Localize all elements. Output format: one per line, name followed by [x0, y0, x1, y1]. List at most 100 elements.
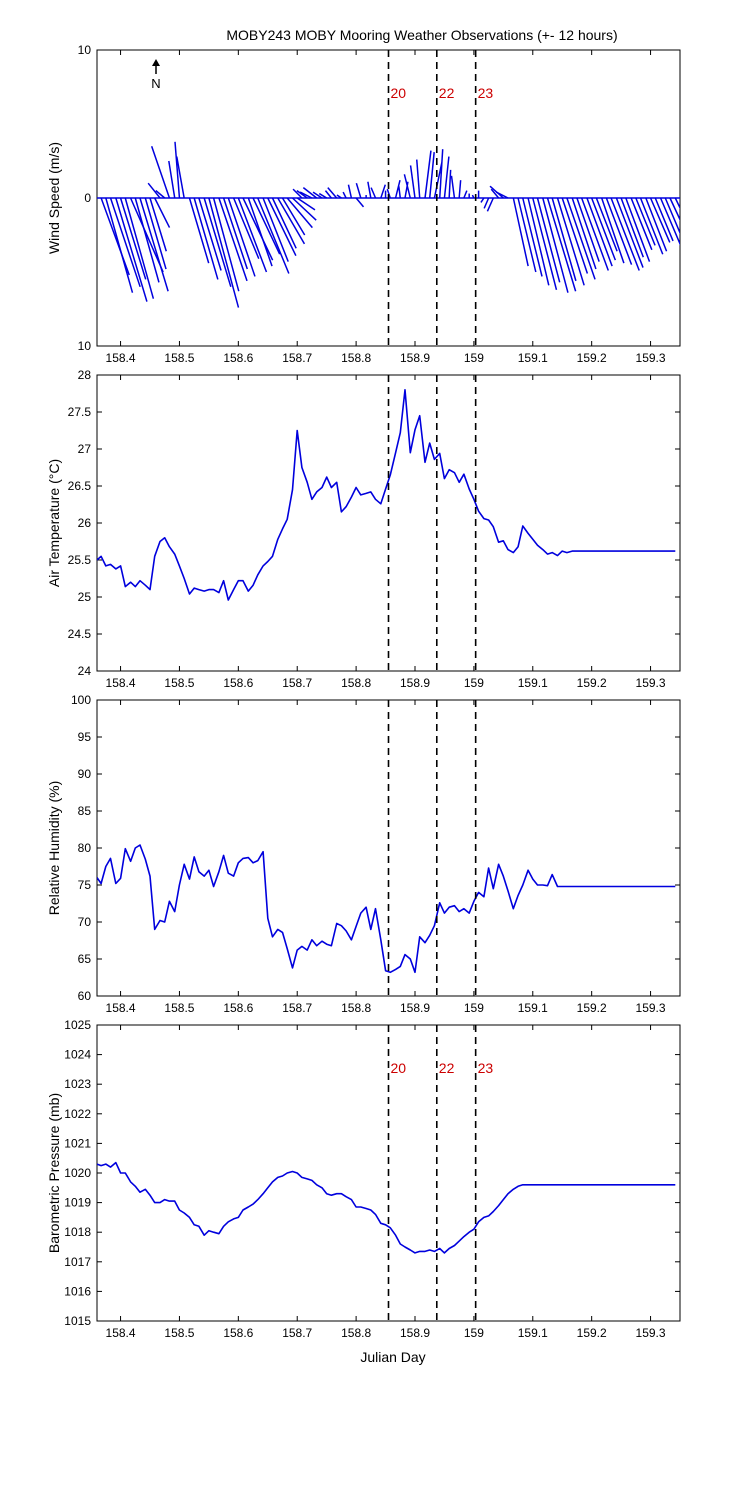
wind-vector-stick	[458, 180, 462, 199]
wind-vector-stick	[630, 197, 653, 251]
wind-vector-stick	[193, 197, 219, 280]
x-tick-label: 159	[464, 1001, 484, 1015]
y-tick-label: 1016	[64, 1284, 91, 1298]
wind-vector-stick	[277, 197, 306, 245]
y-axis-label: Wind Speed (m/s)	[46, 142, 62, 254]
y-tick-label: 0	[84, 191, 91, 205]
x-tick-label: 158.9	[400, 676, 430, 690]
wind-vector-stick	[355, 182, 362, 199]
wind-vector-stick	[147, 182, 161, 199]
series-line	[97, 844, 676, 974]
chart-panel-3: 158.4 158.5 158.6 158.7 158.8 158.9 159 159.1 15…	[46, 693, 681, 1015]
chart-panel-2: 158.4 158.5 158.6 158.7 158.8 158.9 159 159.1 15…	[46, 368, 681, 690]
x-tick-label: 159	[464, 676, 484, 690]
x-tick-label: 158.7	[282, 1326, 312, 1340]
wind-vector-stick	[448, 169, 452, 199]
wind-vector-stick	[635, 197, 656, 246]
wind-vector-stick	[679, 198, 680, 200]
y-tick-label: 1022	[64, 1107, 91, 1121]
wind-vector-stick	[486, 197, 495, 212]
wind-vector-stick	[247, 197, 273, 267]
wind-vector-stick	[566, 197, 596, 280]
x-tick-label: 158.7	[282, 1001, 312, 1015]
wind-vector-stick	[590, 197, 617, 261]
wind-vector-stick	[155, 190, 166, 199]
wind-vector-stick	[576, 197, 600, 262]
wind-vector-stick	[649, 197, 671, 243]
plot-area	[97, 844, 676, 974]
x-tick-label: 158.5	[164, 351, 194, 365]
wind-vector-stick	[669, 197, 680, 222]
wind-vector-stick	[600, 197, 625, 264]
wind-vector-stick	[403, 174, 412, 199]
wind-vector-stick	[296, 197, 316, 211]
plot-area	[97, 1161, 676, 1254]
wind-vector-stick	[257, 197, 290, 274]
wind-vector-stick	[347, 184, 353, 199]
wind-vector-stick	[149, 197, 167, 252]
y-tick-label: 24.5	[68, 627, 92, 641]
series-line	[97, 388, 676, 601]
x-tick-label: 159	[464, 351, 484, 365]
x-tick-label: 159.3	[636, 1001, 666, 1015]
x-tick-label: 158.6	[223, 351, 253, 365]
wind-vector-stick	[370, 187, 377, 199]
wind-vector-stick	[639, 197, 664, 255]
north-arrow-icon: N	[151, 59, 161, 91]
wind-vector-stick	[625, 197, 651, 262]
x-tick-label: 159.2	[577, 351, 607, 365]
x-tick-label: 158.8	[341, 1001, 371, 1015]
y-tick-label: 10	[78, 43, 92, 57]
event-label: 23	[478, 1060, 494, 1076]
x-tick-label: 158.9	[400, 1001, 430, 1015]
wind-vector-stick	[512, 197, 529, 267]
wind-vector-stick	[438, 149, 444, 199]
wind-vector-stick	[242, 197, 274, 261]
wind-vector-stick	[551, 197, 577, 282]
y-tick-label: 26.5	[68, 479, 92, 493]
wind-vector-stick	[480, 197, 485, 203]
y-tick-label: 1017	[64, 1255, 91, 1269]
wind-vector-stick	[586, 197, 613, 267]
x-tick-label: 159.2	[577, 1001, 607, 1015]
x-tick-label: 158.5	[164, 1326, 194, 1340]
x-tick-label: 158.6	[223, 676, 253, 690]
wind-vector-stick	[232, 197, 260, 259]
wind-vector-stick	[292, 188, 303, 199]
x-tick-label: 159.1	[518, 351, 548, 365]
y-tick-label: 25.5	[68, 553, 92, 567]
wind-vector-stick	[168, 160, 176, 199]
x-tick-label: 158.7	[282, 351, 312, 365]
wind-vector-stick	[318, 192, 328, 199]
wind-vector-stick	[443, 156, 450, 199]
x-tick-label: 159.3	[636, 1326, 666, 1340]
wind-vector-stick	[134, 197, 160, 283]
wind-vector-stick	[176, 156, 185, 199]
wind-vector-stick	[367, 181, 372, 199]
wind-vector-stick	[532, 197, 558, 290]
y-tick-label: 1015	[64, 1314, 91, 1328]
y-tick-label: 85	[78, 804, 92, 818]
wind-vector-stick	[659, 197, 680, 246]
wind-vector-stick	[302, 187, 318, 199]
wind-vector-stick	[542, 197, 569, 293]
y-tick-label: 75	[78, 878, 92, 892]
x-tick-label: 158.6	[223, 1001, 253, 1015]
wind-vector-stick	[483, 197, 490, 209]
wind-vector-stick	[336, 194, 342, 199]
wind-vector-stick	[262, 197, 289, 262]
wind-vector-stick	[495, 191, 509, 199]
chart-panel-4: 158.4 158.5 158.6 158.7 158.8 158.9 159 159.1 15…	[46, 1018, 681, 1340]
wind-vector-stick	[386, 188, 391, 199]
wind-vector-stick	[580, 197, 609, 271]
wind-vector-stick	[299, 191, 313, 199]
wind-vector-stick	[664, 197, 680, 235]
y-tick-label: 1020	[64, 1166, 91, 1180]
y-tick-label: 95	[78, 730, 92, 744]
x-tick-label: 159	[464, 1326, 484, 1340]
wind-vector-stick	[109, 197, 141, 288]
series-line	[97, 1161, 676, 1254]
wind-vector-stick	[105, 197, 134, 293]
y-axis-label: Relative Humidity (%)	[46, 781, 62, 916]
wind-vector-stick	[174, 141, 181, 199]
